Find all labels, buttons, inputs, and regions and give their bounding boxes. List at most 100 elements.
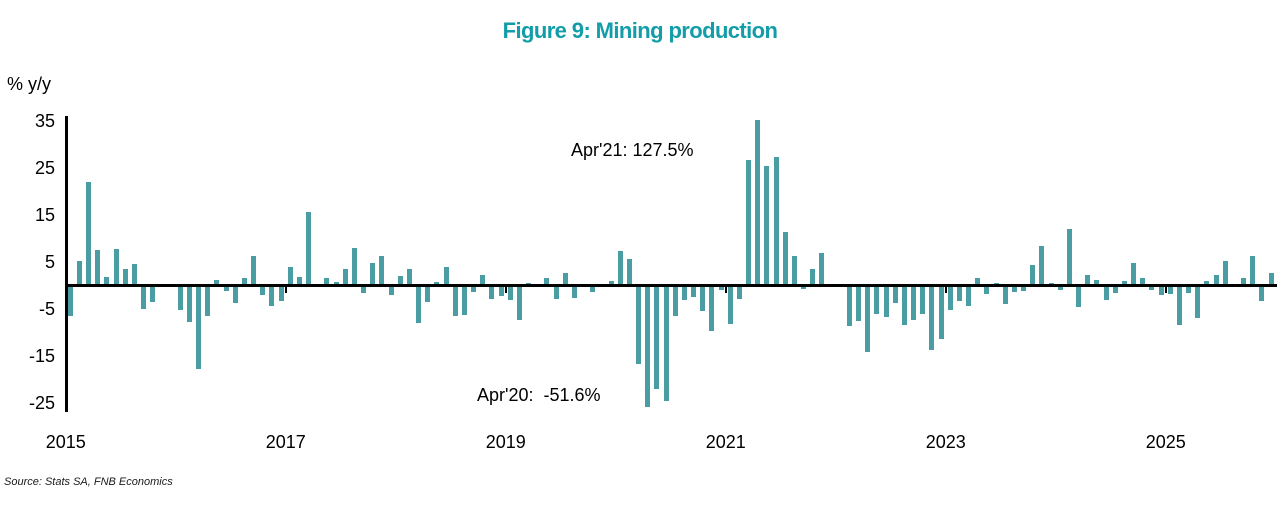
bar (104, 277, 110, 286)
bar (95, 249, 101, 286)
bar (379, 256, 385, 286)
y-tick-label: 15 (34, 205, 55, 225)
bar (1039, 246, 1045, 286)
bar (177, 285, 183, 310)
bar (223, 285, 229, 292)
bar (269, 285, 275, 306)
bar (929, 285, 935, 351)
y-axis-unit-label: % y/y (7, 74, 52, 94)
bar (196, 285, 202, 369)
bar (76, 260, 82, 286)
bar (1121, 281, 1127, 286)
bar (810, 269, 816, 286)
bar (141, 285, 147, 309)
bar (205, 285, 211, 316)
bar (434, 282, 440, 286)
y-tick-label: -5 (38, 299, 55, 319)
bar (801, 285, 807, 289)
bar (351, 247, 357, 286)
bar (67, 285, 73, 317)
bar (1176, 285, 1182, 325)
x-axis-tick (284, 285, 288, 293)
bar (287, 266, 293, 286)
bar (498, 285, 504, 297)
bar (1011, 285, 1017, 293)
bar (1094, 279, 1100, 286)
x-tick-label: 2019 (485, 432, 526, 452)
bar (480, 274, 486, 286)
bar (1213, 274, 1219, 286)
bar (1186, 285, 1191, 294)
bar (260, 285, 266, 296)
bar (947, 285, 953, 311)
bar (186, 285, 192, 323)
bar (452, 285, 458, 316)
bar (1112, 285, 1118, 294)
bar (1002, 285, 1008, 304)
bar (920, 285, 926, 314)
bar (590, 285, 596, 293)
x-axis-tick (504, 285, 508, 293)
bar (122, 268, 128, 286)
bar (333, 282, 339, 286)
bar (856, 285, 862, 321)
bar (984, 285, 990, 295)
bar (975, 277, 981, 286)
bar (736, 285, 742, 299)
bar (791, 256, 797, 286)
bar (1167, 285, 1173, 294)
bar (251, 256, 257, 286)
bar (1066, 228, 1072, 286)
bar (1241, 277, 1246, 286)
bar (324, 277, 330, 286)
bar (1140, 278, 1146, 286)
bar (86, 182, 92, 286)
bar (966, 285, 972, 306)
bar (1268, 273, 1274, 286)
bar (461, 285, 467, 315)
bar (131, 263, 137, 286)
bar (1021, 285, 1027, 291)
bar (883, 285, 889, 317)
bar (709, 285, 715, 332)
bar (296, 277, 302, 286)
bar (571, 285, 577, 298)
x-tick-label: 2025 (1145, 432, 1186, 452)
bar (718, 285, 724, 290)
bar (782, 232, 788, 286)
bar (113, 248, 119, 286)
bar (654, 285, 660, 389)
bar (278, 285, 284, 301)
bar (819, 253, 825, 286)
bar (865, 285, 871, 353)
bar (1158, 285, 1164, 295)
bar (1103, 285, 1109, 300)
bar (516, 285, 522, 321)
x-tick-label: 2023 (925, 432, 966, 452)
annotation-apr20: Apr'20: -51.6% (477, 385, 601, 405)
bar (553, 285, 559, 299)
bar (1195, 285, 1201, 318)
bar (901, 285, 907, 326)
bar (1222, 260, 1228, 286)
bar (755, 119, 761, 286)
bar (388, 285, 394, 296)
chart-title: Figure 9: Mining production (502, 18, 778, 43)
bar (562, 273, 568, 286)
bar (681, 285, 687, 300)
bar (672, 285, 678, 316)
y-tick-label: -15 (28, 346, 55, 366)
bar (636, 285, 642, 364)
bar (1131, 262, 1136, 286)
y-tick-label: 5 (44, 252, 55, 272)
bar (416, 285, 422, 324)
bar (370, 263, 376, 286)
bar (1259, 285, 1265, 301)
y-tick-label: -25 (28, 393, 55, 413)
bar (489, 285, 495, 299)
bar (892, 285, 898, 304)
bar (241, 277, 247, 286)
bar (874, 285, 880, 314)
